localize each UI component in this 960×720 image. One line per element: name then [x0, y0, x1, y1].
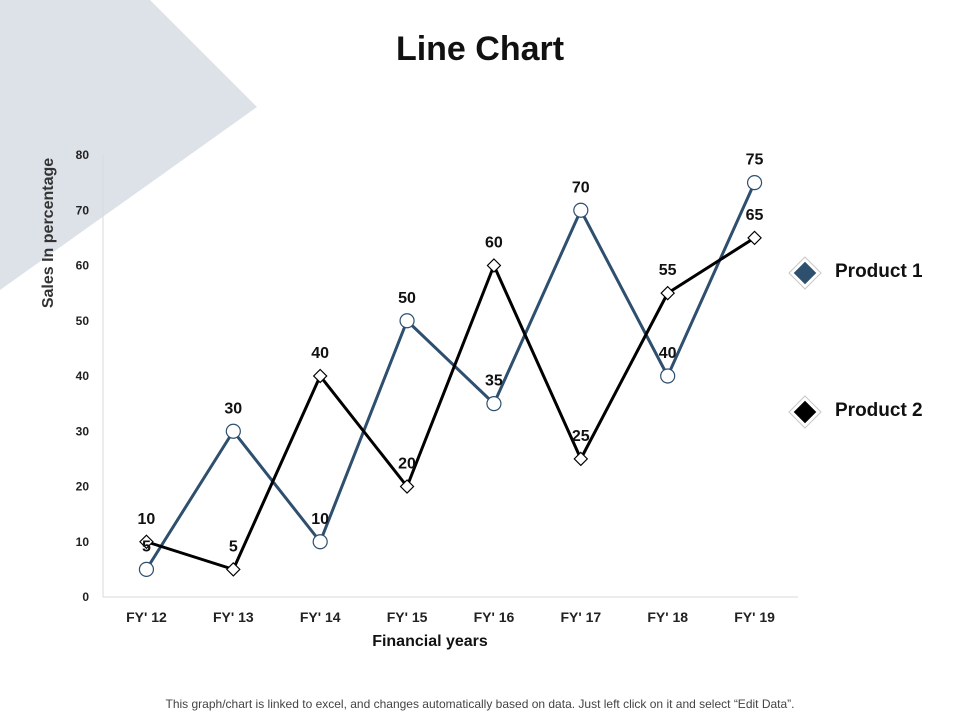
data-point-product-2	[139, 534, 154, 550]
data-label: 5	[229, 538, 238, 555]
x-tick-label: FY' 17	[560, 609, 601, 625]
data-point-product-2	[573, 451, 589, 467]
y-tick-label: 70	[76, 203, 90, 217]
data-label: 25	[572, 428, 590, 445]
data-label: 40	[311, 345, 329, 362]
y-tick-label: 20	[76, 480, 90, 494]
data-point-product-1	[486, 396, 502, 412]
series-line-2	[145, 236, 756, 571]
y-tick-label: 60	[76, 259, 90, 273]
x-tick-label: FY' 12	[126, 609, 167, 625]
data-point-product-1	[312, 534, 328, 550]
data-point-product-2	[660, 285, 676, 301]
footer-note: This graph/chart is linked to excel, and…	[165, 697, 795, 711]
page-title: Line Chart	[395, 30, 565, 68]
data-label: 55	[659, 262, 677, 279]
data-point-product-1	[225, 423, 241, 439]
data-label: 30	[224, 400, 242, 417]
data-label: 50	[398, 290, 416, 307]
data-label: 40	[659, 345, 677, 362]
x-tick-label: FY' 14	[300, 609, 341, 625]
x-tick-label: FY' 16	[474, 609, 515, 625]
data-label: 70	[572, 179, 590, 196]
data-point-product-1	[399, 313, 415, 329]
data-point-product-2	[486, 258, 502, 273]
data-label: 5	[142, 538, 151, 555]
y-axis-title: Sales In percentage	[40, 158, 57, 308]
data-label: 60	[485, 235, 503, 252]
y-tick-label: 30	[76, 424, 90, 438]
data-point-product-1	[138, 561, 155, 577]
data-point-product-2	[312, 368, 328, 384]
data-point-product-2	[399, 479, 415, 494]
y-tick-label: 10	[76, 535, 90, 549]
data-point-product-1	[746, 175, 763, 191]
data-point-product-2	[747, 230, 762, 246]
x-tick-label: FY' 19	[734, 609, 775, 625]
series-line-1	[145, 182, 756, 571]
diamond-icon	[788, 395, 822, 429]
data-point-product-2	[225, 562, 241, 577]
data-label: 10	[138, 511, 156, 528]
data-point-product-1	[573, 202, 589, 218]
data-label: 65	[746, 207, 764, 224]
y-tick-label: 50	[76, 314, 90, 328]
y-tick-label: 40	[76, 369, 90, 383]
x-tick-label: FY' 15	[387, 609, 428, 625]
y-tick-label: 0	[82, 590, 89, 604]
x-tick-label: FY' 13	[213, 609, 254, 625]
data-label: 75	[746, 152, 764, 169]
data-label: 35	[485, 373, 503, 390]
data-point-product-1	[660, 368, 676, 384]
diamond-icon	[788, 256, 822, 290]
x-tick-label: FY' 18	[647, 609, 688, 625]
x-axis-title: Financial years	[372, 633, 488, 650]
y-tick-label: 80	[76, 148, 90, 162]
data-label: 10	[311, 511, 329, 528]
data-label: 20	[398, 456, 416, 473]
legend-label-product-2: Product 2	[835, 400, 923, 421]
legend-label-product-1: Product 1	[835, 261, 923, 282]
